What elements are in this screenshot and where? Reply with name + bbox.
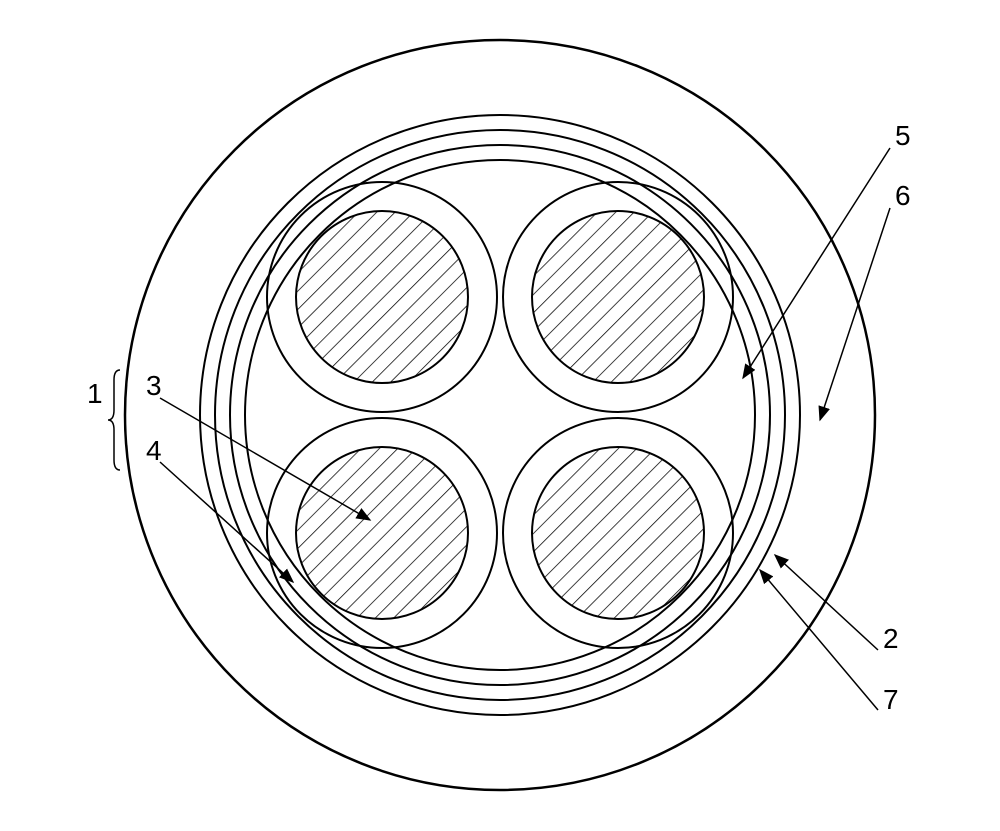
ring-0 — [125, 40, 875, 790]
callout-label-2: 2 — [883, 623, 899, 655]
brace — [108, 370, 120, 470]
outer-rings — [125, 40, 875, 790]
conductor-core-1 — [532, 211, 704, 383]
callout-label-7: 7 — [883, 684, 899, 716]
ring-3 — [230, 145, 770, 685]
callout-label-6: 6 — [895, 180, 911, 212]
conductor-core-3 — [532, 447, 704, 619]
callout-arrows — [160, 148, 890, 710]
callout-label-3: 3 — [146, 370, 162, 402]
callout-label-4: 4 — [146, 435, 162, 467]
conductor-core-2 — [296, 447, 468, 619]
cable-cross-section-diagram — [0, 0, 1000, 831]
callout-label-1: 1 — [87, 378, 103, 410]
callout-arrow-7 — [760, 570, 878, 710]
callout-arrow-2 — [775, 555, 878, 650]
callout-label-5: 5 — [895, 120, 911, 152]
callout-arrow-4 — [160, 462, 293, 582]
ring-1 — [200, 115, 800, 715]
brace-1 — [108, 370, 120, 470]
conductor-core-0 — [296, 211, 468, 383]
conductors — [267, 182, 733, 648]
